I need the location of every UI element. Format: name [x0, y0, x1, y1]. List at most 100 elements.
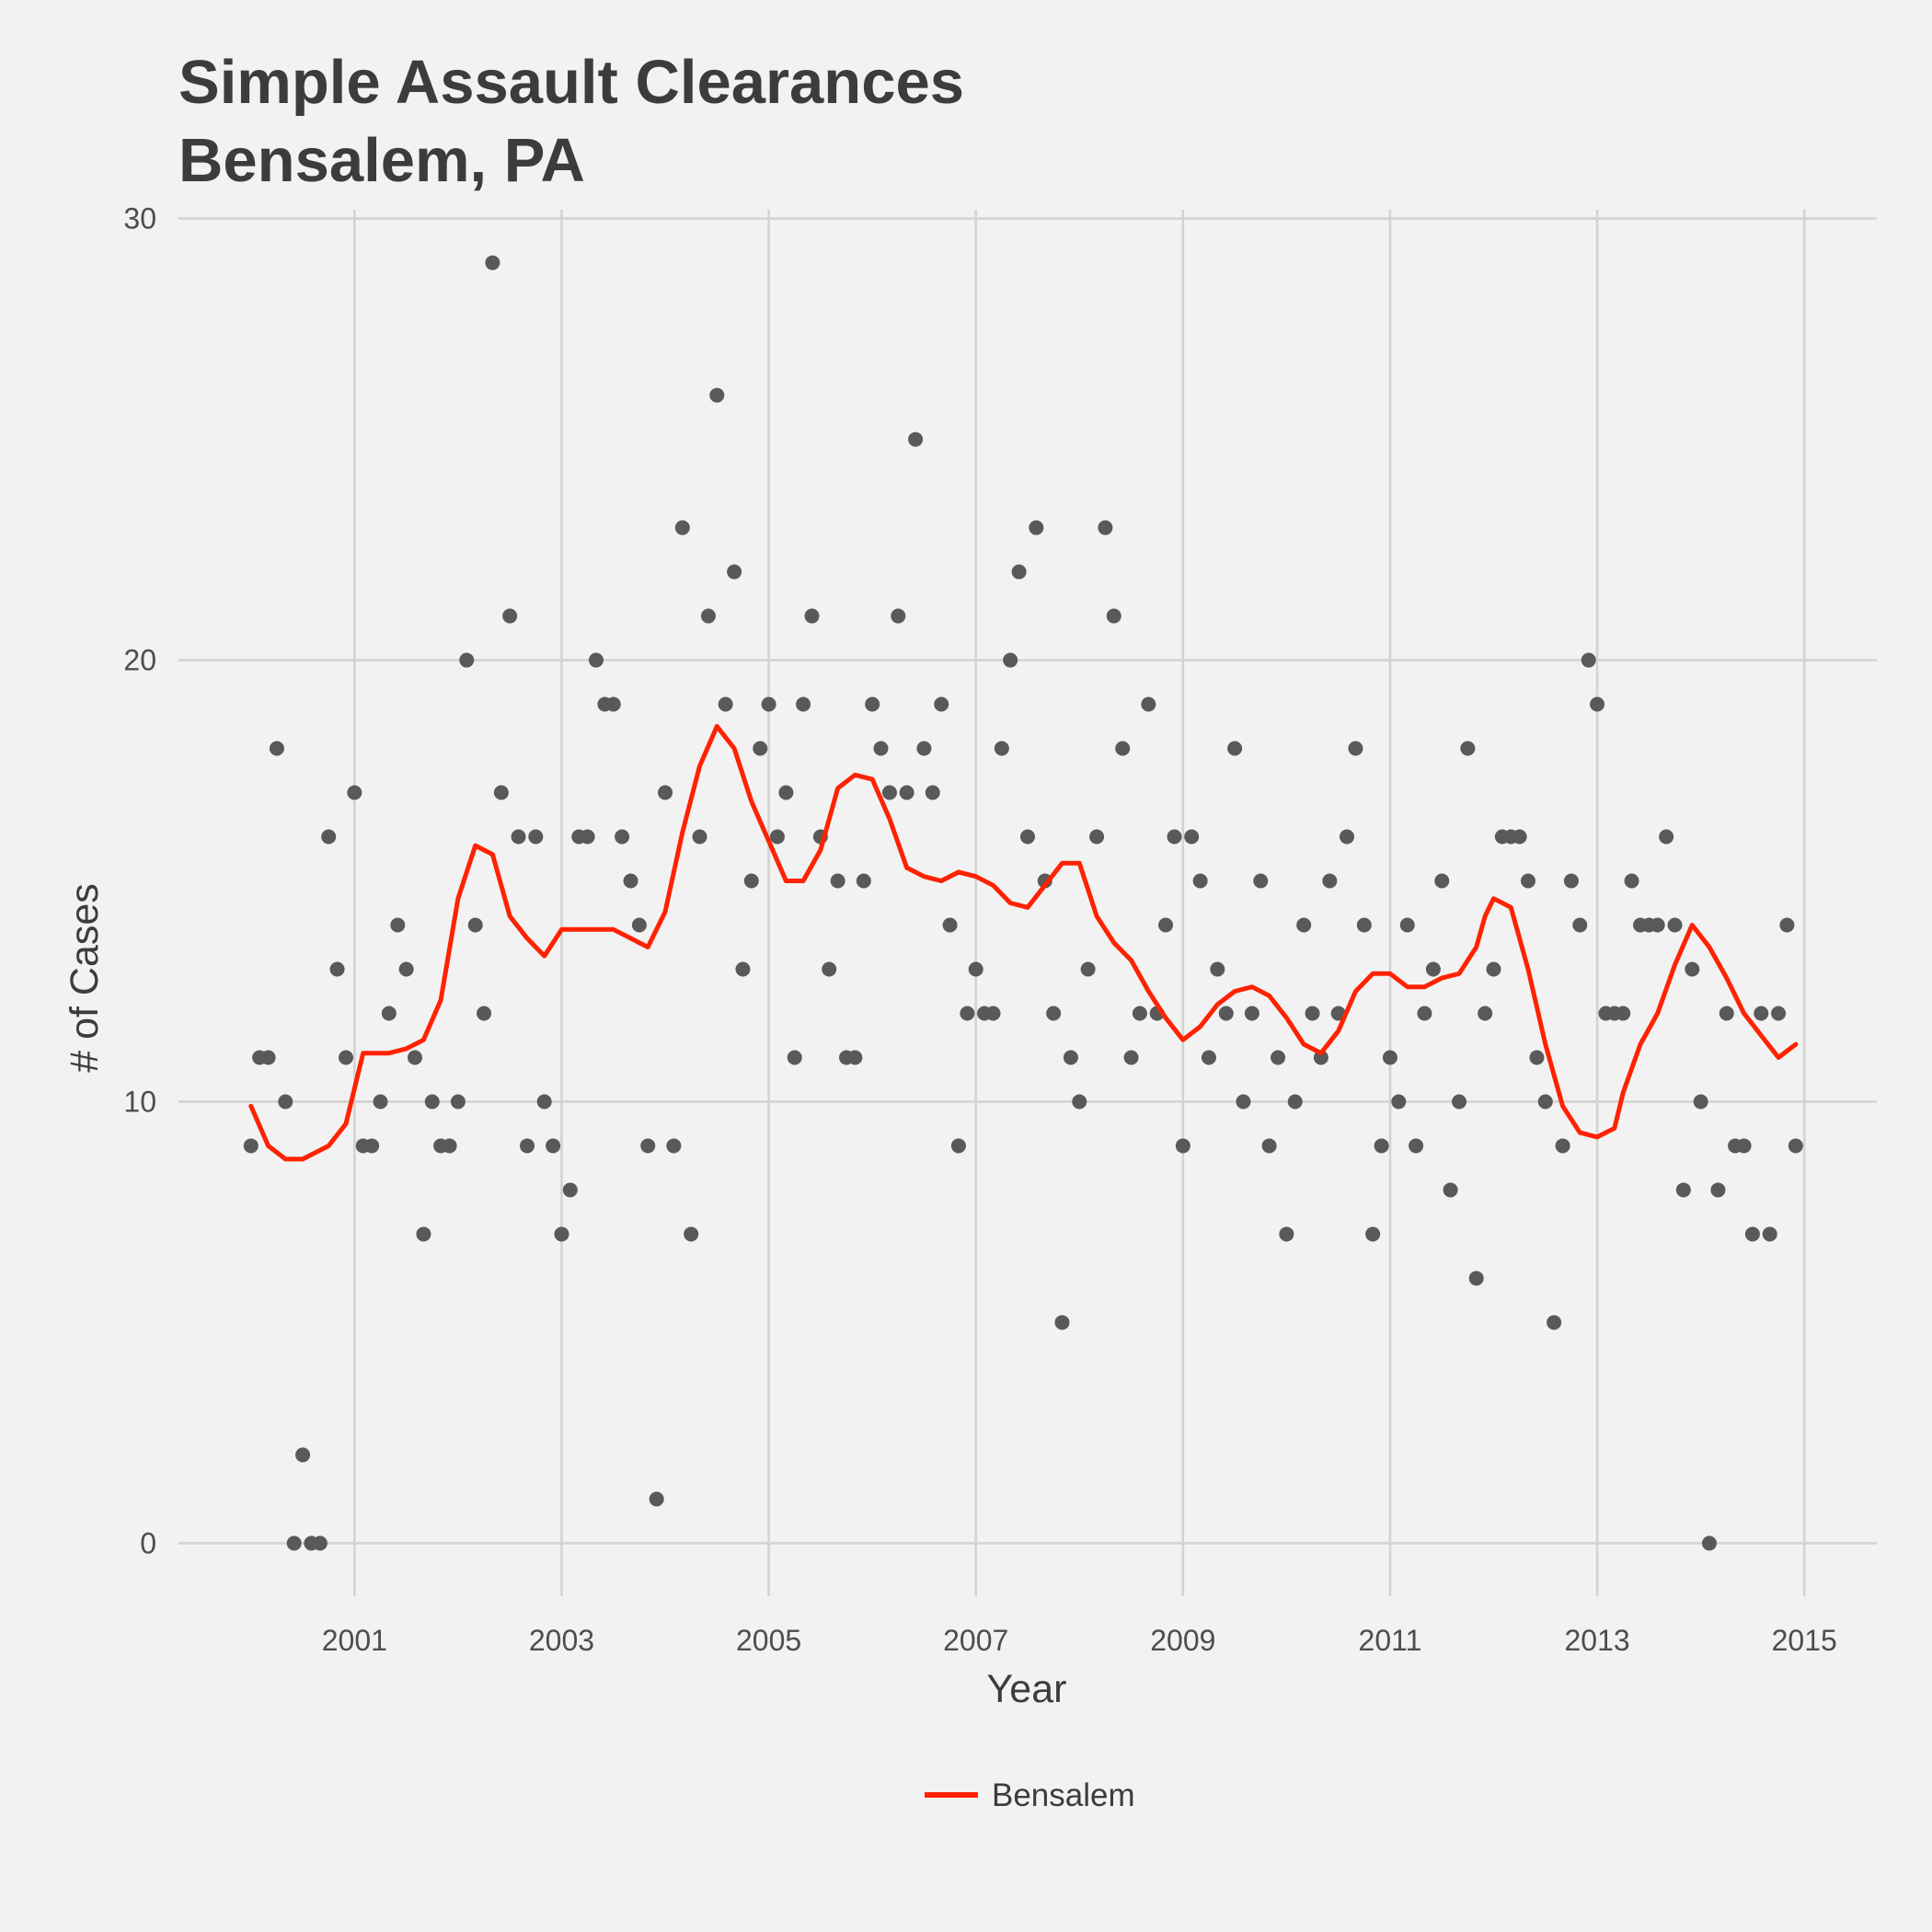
data-point — [364, 1138, 380, 1154]
x-tick-label-2015: 2015 — [1772, 1624, 1837, 1657]
data-point — [1227, 741, 1243, 756]
data-point — [1754, 1006, 1769, 1021]
data-point — [1382, 1050, 1397, 1065]
data-point — [519, 1138, 535, 1154]
data-point — [1710, 1182, 1726, 1198]
data-point — [269, 741, 284, 756]
data-point — [1072, 1094, 1087, 1110]
data-point — [1356, 917, 1372, 933]
series-line-bensalem — [248, 724, 1799, 1162]
data-point — [718, 696, 733, 712]
data-point — [1003, 652, 1018, 668]
data-point — [1521, 873, 1536, 889]
data-point — [1089, 829, 1105, 845]
data-point — [796, 696, 811, 712]
data-point — [615, 829, 630, 845]
data-point — [450, 1094, 466, 1110]
data-point — [1788, 1138, 1803, 1154]
data-point — [390, 917, 406, 933]
data-point — [1141, 696, 1156, 712]
data-point — [735, 961, 751, 977]
data-point — [891, 608, 906, 624]
data-point — [1063, 1050, 1078, 1065]
data-point — [1443, 1182, 1458, 1198]
data-point — [459, 652, 475, 668]
data-point — [1210, 961, 1225, 977]
data-point — [1771, 1006, 1787, 1021]
data-point — [753, 741, 768, 756]
data-point — [934, 696, 949, 712]
data-point — [968, 961, 983, 977]
data-point — [1468, 1271, 1484, 1286]
data-point — [1486, 961, 1501, 977]
data-point — [830, 873, 845, 889]
data-point — [1667, 917, 1683, 933]
data-point — [908, 431, 924, 447]
data-point — [1425, 961, 1441, 977]
data-point — [278, 1094, 293, 1110]
data-point — [1563, 873, 1579, 889]
data-point — [1261, 1138, 1277, 1154]
data-point — [485, 255, 500, 270]
data-point — [1305, 1006, 1320, 1021]
data-point — [1184, 829, 1200, 845]
data-point — [1590, 696, 1605, 712]
data-point — [640, 1138, 656, 1154]
data-point — [1701, 1535, 1717, 1551]
data-point — [727, 564, 742, 580]
y-tick-label-0: 0 — [140, 1526, 156, 1559]
data-point — [778, 785, 794, 800]
data-point — [1512, 829, 1527, 845]
data-point — [960, 1006, 975, 1021]
data-point — [1201, 1050, 1216, 1065]
data-point — [950, 1138, 966, 1154]
data-point — [373, 1094, 388, 1110]
data-point — [536, 1094, 552, 1110]
data-point — [1391, 1094, 1407, 1110]
x-tick-label-2003: 2003 — [529, 1624, 594, 1657]
data-point — [1271, 1050, 1286, 1065]
data-point — [700, 608, 716, 624]
data-point — [1762, 1226, 1777, 1242]
data-point — [1340, 829, 1355, 845]
data-point — [1192, 873, 1208, 889]
data-point — [1236, 1094, 1251, 1110]
x-tick-label-2001: 2001 — [322, 1624, 387, 1657]
data-point — [1287, 1094, 1303, 1110]
data-point — [1020, 829, 1035, 845]
data-point — [899, 785, 914, 800]
data-point — [1409, 1138, 1424, 1154]
data-point — [942, 917, 958, 933]
data-point — [761, 696, 776, 712]
x-tick-label-2005: 2005 — [736, 1624, 801, 1657]
data-point — [847, 1050, 863, 1065]
data-point — [1537, 1094, 1553, 1110]
series-lines — [248, 724, 1799, 1162]
data-point — [1175, 1138, 1190, 1154]
chart-title-line-1: Simple Assault Clearances — [178, 48, 964, 117]
data-point — [1478, 1006, 1493, 1021]
data-point — [1322, 873, 1338, 889]
data-point — [769, 829, 785, 845]
data-point — [1624, 873, 1639, 889]
data-point — [1218, 1006, 1234, 1021]
data-point — [1244, 1006, 1259, 1021]
data-point — [1693, 1094, 1708, 1110]
data-point — [1132, 1006, 1147, 1021]
data-point — [1123, 1050, 1139, 1065]
data-point — [804, 608, 820, 624]
chart-title-line-2: Bensalem, PA — [178, 126, 585, 195]
data-point — [666, 1138, 682, 1154]
data-point — [312, 1535, 328, 1551]
data-point — [1685, 961, 1700, 977]
data-point — [477, 1006, 492, 1021]
data-point — [1011, 564, 1027, 580]
data-point — [1399, 917, 1415, 933]
data-point — [528, 829, 544, 845]
y-axis-ticks: 0 10 20 30 — [123, 202, 156, 1560]
data-point — [286, 1535, 302, 1551]
y-tick-label-30: 30 — [123, 202, 156, 236]
data-point — [1547, 1315, 1562, 1330]
data-point — [493, 785, 509, 800]
data-point — [865, 696, 880, 712]
